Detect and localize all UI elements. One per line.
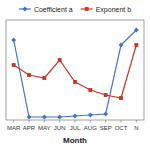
x-tick xyxy=(105,120,106,123)
point-marker xyxy=(42,76,46,80)
legend: Coefficient a Exponent b xyxy=(19,6,131,14)
series-group xyxy=(11,28,138,120)
point-marker xyxy=(104,93,108,97)
point-marker xyxy=(88,113,93,118)
point-marker xyxy=(119,96,123,100)
point-marker xyxy=(57,115,62,120)
chart: MARAPRMAYJUN JULAUGSEPOCT N Month Coefficien… xyxy=(0,0,150,150)
series-line xyxy=(14,45,137,98)
point-marker xyxy=(134,28,139,33)
point-marker xyxy=(58,58,62,62)
plot-frame xyxy=(6,20,144,120)
point-marker xyxy=(134,43,138,47)
x-tick-label: JUN xyxy=(54,125,66,131)
x-axis-label: Month xyxy=(63,136,87,145)
x-tick-label: AUG xyxy=(84,125,97,131)
legend-marker xyxy=(22,7,27,12)
point-marker xyxy=(11,38,16,43)
point-marker xyxy=(103,112,108,117)
point-marker xyxy=(27,73,31,77)
point-marker xyxy=(42,115,47,120)
x-tick-label: MAY xyxy=(38,125,51,131)
x-tick xyxy=(75,120,76,123)
x-tick-label: N xyxy=(134,125,138,131)
x-tick-label: SEP xyxy=(100,125,112,131)
x-tick xyxy=(44,120,45,123)
point-marker xyxy=(88,88,92,92)
x-tick-label: JUL xyxy=(70,125,81,131)
point-marker xyxy=(27,115,32,120)
point-marker xyxy=(73,80,77,84)
x-tick xyxy=(136,120,137,123)
legend-item: Coefficient a xyxy=(19,6,73,13)
x-tick xyxy=(29,120,30,123)
legend-item: Exponent b xyxy=(81,6,132,14)
x-tick xyxy=(59,120,60,123)
point-marker xyxy=(119,43,124,48)
x-tick xyxy=(90,120,91,123)
point-marker xyxy=(12,63,16,67)
series-line xyxy=(14,30,137,117)
x-tick-label: OCT xyxy=(115,125,128,131)
point-marker xyxy=(73,114,78,119)
x-tick-label: MAR xyxy=(7,125,21,131)
legend-label: Coefficient a xyxy=(34,6,73,13)
x-tick xyxy=(13,120,14,123)
legend-marker xyxy=(85,7,89,11)
legend-label: Exponent b xyxy=(96,6,132,14)
x-tick xyxy=(121,120,122,123)
x-tick-label: APR xyxy=(23,125,36,131)
